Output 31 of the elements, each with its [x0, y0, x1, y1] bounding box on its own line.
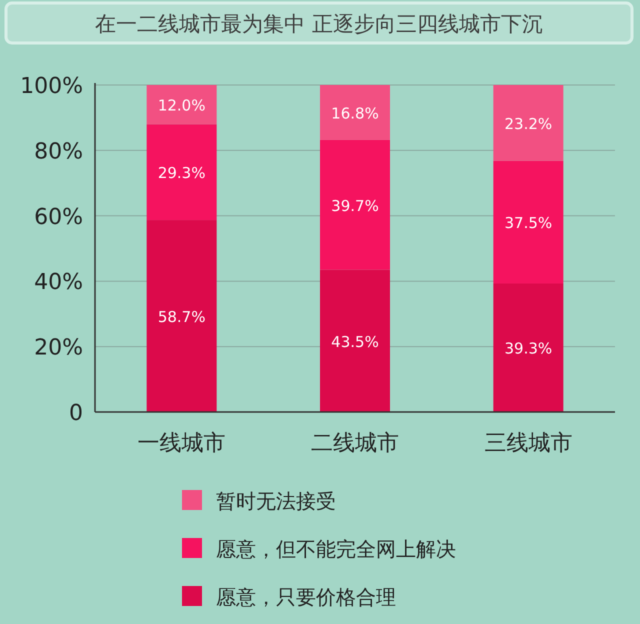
x-tick-label: 三线城市 [484, 431, 572, 456]
x-tick-label: 一线城市 [138, 431, 226, 456]
data-label: 16.8% [331, 104, 379, 122]
data-label: 29.3% [158, 164, 206, 182]
bar [320, 140, 390, 270]
bar [493, 85, 564, 161]
data-label: 37.5% [504, 214, 552, 232]
bar [493, 283, 564, 412]
legend-label: 暂时无法接受 [216, 489, 336, 513]
legend-label: 愿意，但不能完全网上解决 [216, 537, 456, 561]
bar [146, 85, 217, 124]
data-label: 23.2% [504, 114, 552, 133]
data-label: 58.7% [158, 308, 206, 326]
bar [146, 220, 217, 412]
y-tick-label: 60% [34, 204, 83, 230]
data-label: 39.3% [504, 340, 552, 358]
y-tick-label: 0 [69, 401, 83, 426]
data-label: 12.0% [158, 96, 206, 115]
chart-title: 在一二线城市最为集中 正逐步向三四线城市下沉 [95, 12, 543, 36]
bar [320, 85, 390, 140]
legend-label: 愿意，只要价格合理 [216, 585, 396, 609]
bar [146, 124, 217, 220]
data-label: 43.5% [331, 332, 379, 351]
y-tick-label: 80% [34, 139, 83, 164]
bar [493, 160, 564, 284]
x-tick-label: 二线城市 [311, 431, 399, 456]
y-tick-label: 20% [34, 336, 83, 361]
data-label: 39.7% [331, 196, 379, 215]
bar [320, 270, 390, 412]
y-tick-label: 40% [34, 270, 83, 296]
y-tick-label: 100% [20, 74, 83, 99]
